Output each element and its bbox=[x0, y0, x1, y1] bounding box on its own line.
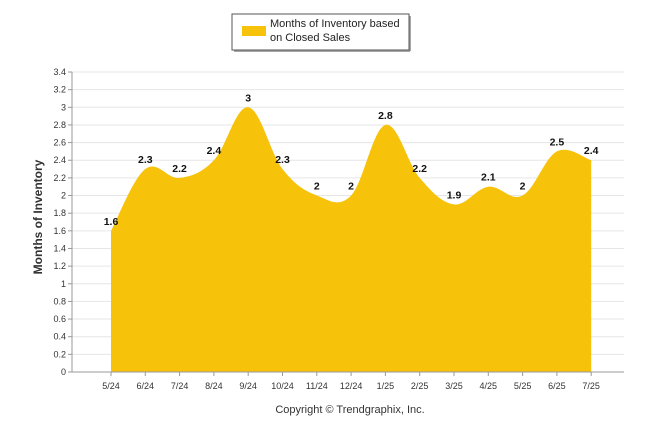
data-label: 1.9 bbox=[447, 189, 462, 201]
x-axis-ticks: 5/24 6/24 7/24 8/24 9/24 10/24 11/24 12/24 1/25 2… bbox=[72, 371, 624, 391]
y-tick-label: 2.8 bbox=[53, 120, 66, 130]
data-labels: 1.6 2.3 2.2 2.4 3 2.3 2 2 2.8 2.2 1.9 2.1 2 2.5 2.4 bbox=[104, 92, 599, 228]
data-label: 2.8 bbox=[378, 110, 393, 122]
x-tick-label: 5/24 bbox=[102, 381, 120, 391]
data-label: 1.6 bbox=[104, 216, 119, 228]
data-label: 2.3 bbox=[138, 154, 153, 166]
data-label: 2 bbox=[348, 181, 354, 193]
copyright-text: Copyright © Trendgraphix, Inc. bbox=[275, 404, 424, 416]
data-label: 3 bbox=[245, 92, 251, 104]
x-tick-label: 2/25 bbox=[411, 381, 429, 391]
data-label: 2 bbox=[520, 181, 526, 193]
y-axis-ticks: 0 0.2 0.4 0.6 0.8 1 1.2 1.4 1.6 1.8 2 2.2 2.4 2.6 2.8 3… bbox=[53, 67, 73, 377]
data-label: 2.4 bbox=[584, 145, 599, 157]
x-tick-label: 5/25 bbox=[514, 381, 532, 391]
x-tick-label: 6/25 bbox=[548, 381, 566, 391]
y-tick-label: 1.2 bbox=[53, 261, 66, 271]
y-axis-title: Months of Inventory bbox=[31, 159, 45, 274]
y-tick-label: 0.4 bbox=[53, 332, 66, 342]
x-tick-label: 7/24 bbox=[171, 381, 189, 391]
y-tick-label: 0.8 bbox=[53, 296, 66, 306]
y-tick-label: 0.2 bbox=[53, 349, 66, 359]
data-label: 2 bbox=[314, 181, 320, 193]
area-series-fill bbox=[111, 107, 592, 372]
data-label: 2.5 bbox=[550, 136, 565, 148]
data-label: 2.2 bbox=[172, 163, 187, 175]
y-tick-label: 3 bbox=[61, 102, 66, 112]
data-label: 2.1 bbox=[481, 172, 496, 184]
x-tick-label: 9/24 bbox=[239, 381, 257, 391]
legend: Months of Inventory based on Closed Sale… bbox=[231, 13, 411, 52]
x-tick-label: 4/25 bbox=[480, 381, 498, 391]
data-label: 2.2 bbox=[412, 163, 427, 175]
y-tick-label: 3.4 bbox=[53, 67, 66, 77]
y-tick-label: 2.6 bbox=[53, 138, 66, 148]
y-tick-label: 1.6 bbox=[53, 226, 66, 236]
x-tick-label: 1/25 bbox=[377, 381, 395, 391]
legend-label-line-1: Months of Inventory based bbox=[270, 18, 400, 30]
x-tick-label: 10/24 bbox=[271, 381, 294, 391]
legend-label-line-2: on Closed Sales bbox=[270, 32, 351, 44]
x-tick-label: 8/24 bbox=[205, 381, 223, 391]
x-tick-label: 3/25 bbox=[445, 381, 463, 391]
x-tick-label: 11/24 bbox=[306, 381, 328, 391]
y-tick-label: 2.4 bbox=[53, 155, 66, 165]
x-tick-label: 12/24 bbox=[340, 381, 363, 391]
y-tick-label: 1 bbox=[61, 279, 66, 289]
data-label: 2.4 bbox=[207, 145, 222, 157]
legend-swatch bbox=[242, 26, 266, 36]
x-tick-label: 7/25 bbox=[582, 381, 600, 391]
y-tick-label: 1.4 bbox=[53, 243, 66, 253]
x-tick-label: 6/24 bbox=[137, 381, 155, 391]
data-label: 2.3 bbox=[275, 154, 290, 166]
y-tick-label: 0 bbox=[61, 367, 66, 377]
y-tick-label: 0.6 bbox=[53, 314, 66, 324]
y-tick-label: 3.2 bbox=[53, 85, 66, 95]
area-series bbox=[111, 107, 592, 372]
y-tick-label: 1.8 bbox=[53, 208, 66, 218]
y-tick-label: 2.2 bbox=[53, 173, 66, 183]
y-tick-label: 2 bbox=[61, 191, 66, 201]
